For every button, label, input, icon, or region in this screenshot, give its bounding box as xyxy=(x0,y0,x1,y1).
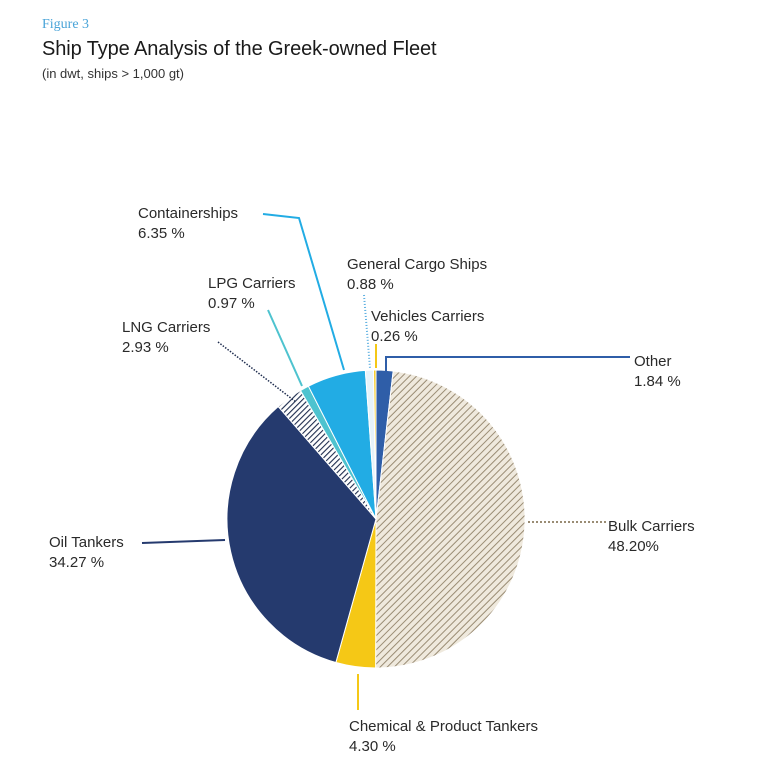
slice-value-containerships: 6.35 % xyxy=(138,225,185,242)
pie-slice-oil-tankers xyxy=(226,405,377,664)
slice-value-vehicles-carriers: 0.26 % xyxy=(371,328,418,345)
slice-label-other: Other xyxy=(634,353,672,370)
leader-line-lpg-carriers xyxy=(267,309,303,387)
pie-slices xyxy=(226,369,526,669)
slice-value-general-cargo-ships: 0.88 % xyxy=(347,276,394,293)
slice-label-lng-carriers: LNG Carriers xyxy=(122,319,210,336)
slice-label-oil-tankers: Oil Tankers xyxy=(49,534,124,551)
slice-value-chemical-and-product-tankers: 4.30 % xyxy=(349,738,396,755)
slice-label-vehicles-carriers: Vehicles Carriers xyxy=(371,308,484,325)
leader-line-containerships xyxy=(262,213,345,371)
slice-value-bulk-carriers: 48.20% xyxy=(608,538,659,555)
slice-label-chemical-and-product-tankers: Chemical & Product Tankers xyxy=(349,718,538,735)
chart-title: Ship Type Analysis of the Greek-owned Fl… xyxy=(42,38,437,60)
leader-line-other xyxy=(385,356,630,372)
slice-value-other: 1.84 % xyxy=(634,373,681,390)
leader-lines xyxy=(141,213,630,710)
slice-label-containerships: Containerships xyxy=(138,205,238,222)
pie-slice-vehicles-carriers xyxy=(373,369,377,520)
leader-line-general-cargo-ships xyxy=(363,294,371,369)
slice-value-oil-tankers: 34.27 % xyxy=(49,554,104,571)
leader-line-lng-carriers xyxy=(217,341,297,403)
slice-label-lpg-carriers: LPG Carriers xyxy=(208,275,296,292)
slice-label-general-cargo-ships: General Cargo Ships xyxy=(347,256,487,273)
slice-label-bulk-carriers: Bulk Carriers xyxy=(608,518,695,535)
leader-line-oil-tankers xyxy=(141,539,226,544)
slice-labels: Other 1.84 % Bulk Carriers 48.20% Chemical &… xyxy=(49,205,695,755)
figure-label: Figure 3 xyxy=(42,17,90,32)
slice-value-lng-carriers: 2.93 % xyxy=(122,339,169,356)
chart-subtitle: (in dwt, ships > 1,000 gt) xyxy=(42,66,184,81)
pie-slice-bulk-carriers xyxy=(375,370,526,669)
slice-value-lpg-carriers: 0.97 % xyxy=(208,295,255,312)
